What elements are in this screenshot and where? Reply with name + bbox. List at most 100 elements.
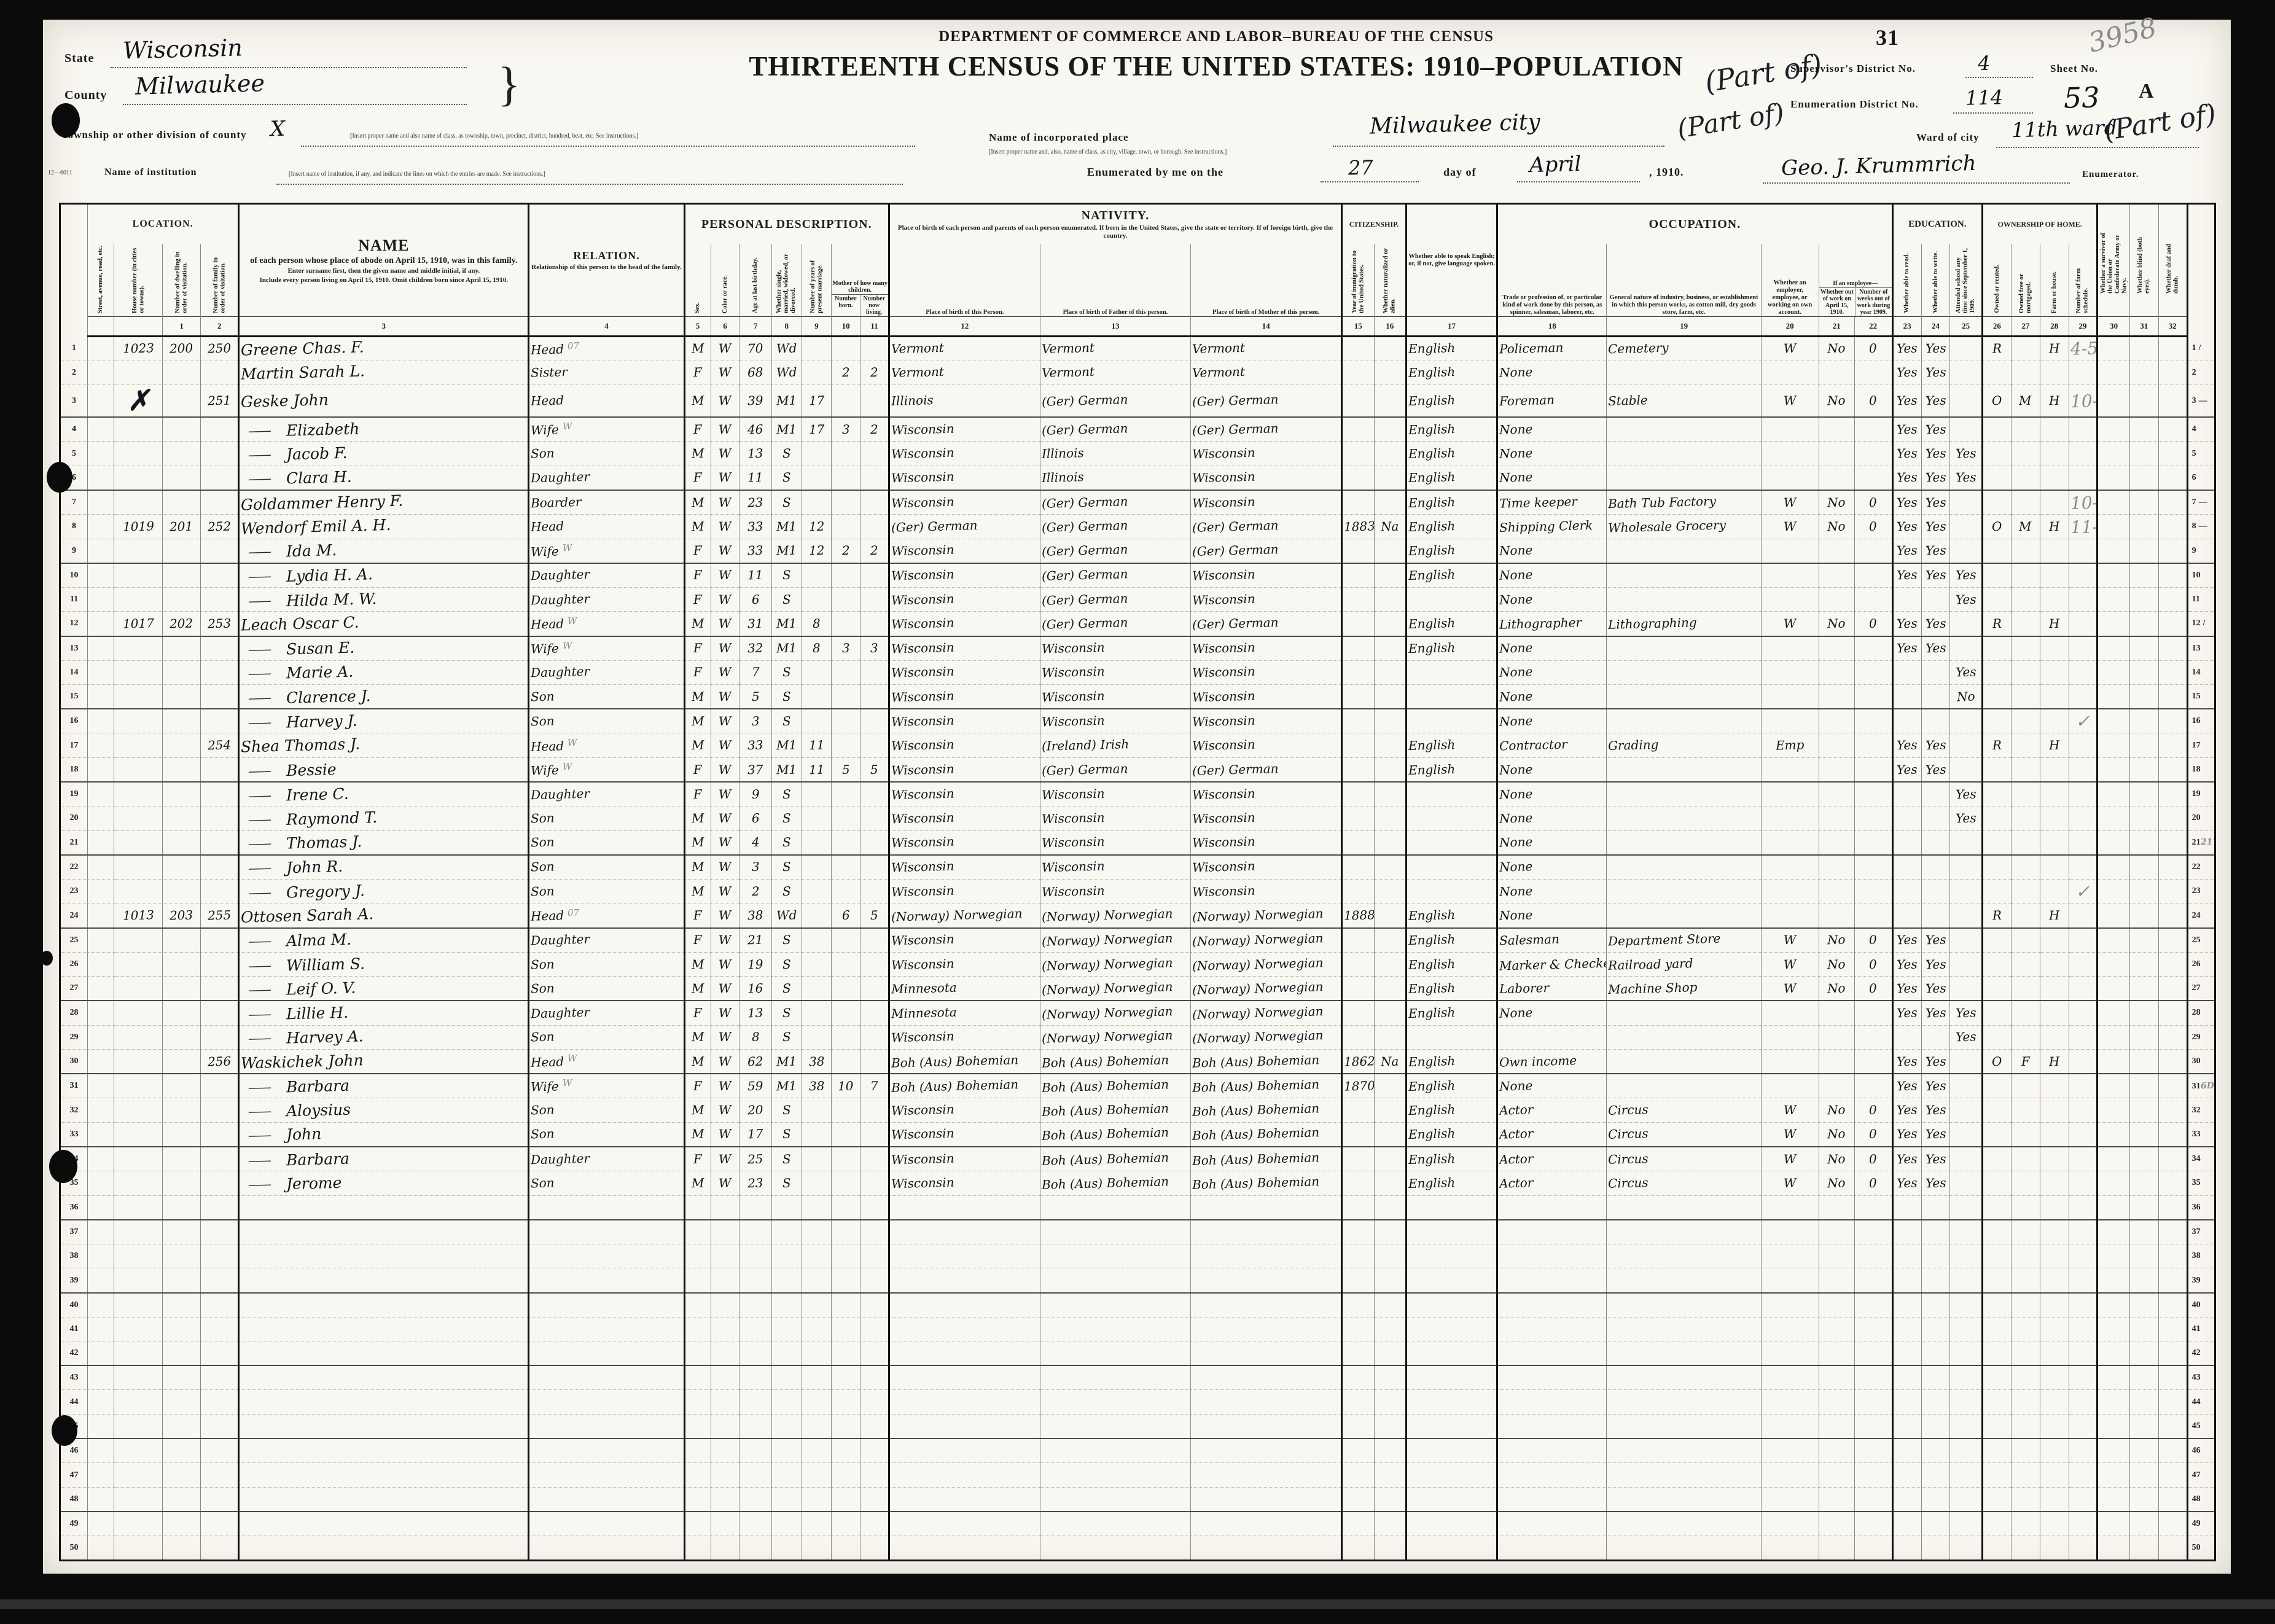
cell-family-number: 255 [200,904,239,929]
row-number-left: 25 [60,927,88,953]
cell-house-number [114,952,163,977]
cell-industry: Department Store [1606,927,1762,953]
census-row: 27 —— Leif O. V. Son M W 16 S Minnesota (Norway) … [60,976,2215,1002]
census-row: 33 —— John Son M W 17 S Wisconsin Boh (Aus) Bohem… [60,1122,2215,1147]
cell-naturalized [1373,611,1407,637]
cell-trade [1496,1317,1607,1342]
cell-farm-schedule [2068,1439,2097,1464]
cell-naturalized [1373,1292,1407,1318]
cell-age [739,1195,772,1220]
cell-immigration-year [1340,417,1374,442]
cell-years-married [801,854,832,880]
cell-veteran [2096,952,2130,977]
cell-home-owned [1981,539,2012,564]
cell-children-living [860,514,889,539]
cell-farm-or-house [2039,1317,2069,1342]
cell-writes: Yes [1921,466,1950,491]
cell-weeks-out [1854,806,1893,831]
cell-farm-or-house: H [2039,385,2069,418]
col-pob: Place of birth of this Person. [888,244,1040,317]
cell-school [1949,514,1983,539]
cell-mother-birthplace [1190,1341,1342,1367]
cell-relation: Head [528,514,685,539]
cell-reads [1891,1195,1922,1220]
cell-trade: None [1496,417,1607,442]
cell-children-living: 2 [860,417,889,442]
cell-mother-birthplace: (Norway) Norwegian [1190,904,1342,929]
cell-farm-or-house [2039,1341,2069,1367]
cell-name [238,1195,529,1220]
cell-mortgage [2010,1365,2040,1391]
cell-children-born [831,733,860,758]
cell-blind [2129,757,2159,783]
cell-out-of-work: No [1818,490,1855,515]
cell-dwelling-number [162,830,201,856]
cell-age: 38 [739,904,772,929]
cell-name: Wendorf Emil A. H. [238,514,529,539]
cell-language: English [1405,636,1497,661]
cell-sex: F [683,563,711,588]
cell-children-born [831,611,860,637]
cell-street [87,1195,114,1220]
census-row: 25 —— Alma M. Daughter F W 21 S Wisconsin (Norway… [60,927,2215,953]
cell-years-married [801,490,832,515]
cell-writes [1921,587,1950,612]
column-number: 8 [771,316,802,337]
cell-language [1405,709,1497,734]
cell-home-owned [1981,466,2012,491]
cell-birthplace: Wisconsin [888,879,1040,904]
cell-trade [1496,1439,1607,1464]
cell-trade: None [1496,757,1607,783]
cell-relation: Son [528,879,685,904]
cell-sex: F [683,782,711,807]
cell-dwelling-number [162,1049,201,1075]
cell-farm-or-house [2039,1219,2069,1244]
cell-children-living [860,1219,889,1244]
cell-farm-or-house [2039,660,2069,685]
cell-street [87,660,114,685]
row-number-right: 1/ [2186,336,2215,361]
row-number-right: 23 [2186,879,2215,904]
cell-street [87,563,114,588]
cell-house-number [114,1389,163,1415]
column-number: 27 [2010,316,2040,337]
column-number: 15 [1340,316,1374,337]
cell-children-living [860,1098,889,1123]
cell-marital: M1 [771,1049,802,1075]
row-number-right: 14 [2186,660,2215,685]
cell-sex: F [683,927,711,953]
cell-industry [1606,854,1762,880]
cell-farm-schedule: 11-4-2 [2068,514,2097,539]
cell-veteran [2096,336,2130,361]
cell-relation: Head W [528,611,685,637]
census-row: 22 —— John R. Son M W 3 S Wisconsin Wisconsin Wisc… [60,854,2215,880]
census-row: 7 Goldammer Henry F. Boarder M W 23 S Wisconsin… [60,490,2215,515]
scan-smear [0,1599,2275,1609]
cell-out-of-work: No [1818,611,1855,637]
row-number-right: 13 [2186,636,2215,661]
cell-sex: F [683,539,711,564]
cell-family-number [200,1001,239,1026]
cell-marital: Wd [771,336,802,361]
cell-marital: S [771,1171,802,1196]
cell-school [1949,336,1983,361]
cell-sex [683,1536,711,1561]
row-number-right: 12/ [2186,611,2215,637]
cell-children-born [831,1439,860,1464]
cell-farm-schedule [2068,757,2097,783]
cell-farm-schedule [2068,782,2097,807]
cell-naturalized [1373,854,1407,880]
township-note: [Insert proper name and also name of cla… [350,133,639,139]
cell-dwelling-number: 202 [162,611,201,637]
cell-father-birthplace [1039,1219,1191,1244]
row-number-left: 7 [60,490,88,515]
cell-trade [1496,1219,1607,1244]
cell-years-married [801,1511,832,1536]
cell-language [1405,660,1497,685]
institution-label: Name of institution [104,167,197,178]
col-pob-mother: Place of birth of Mother of this person. [1190,244,1342,317]
cell-sex: M [683,830,711,856]
cell-school: Yes [1949,1001,1983,1026]
cell-deaf [2158,636,2188,661]
census-row: 39 39 [60,1268,2215,1294]
